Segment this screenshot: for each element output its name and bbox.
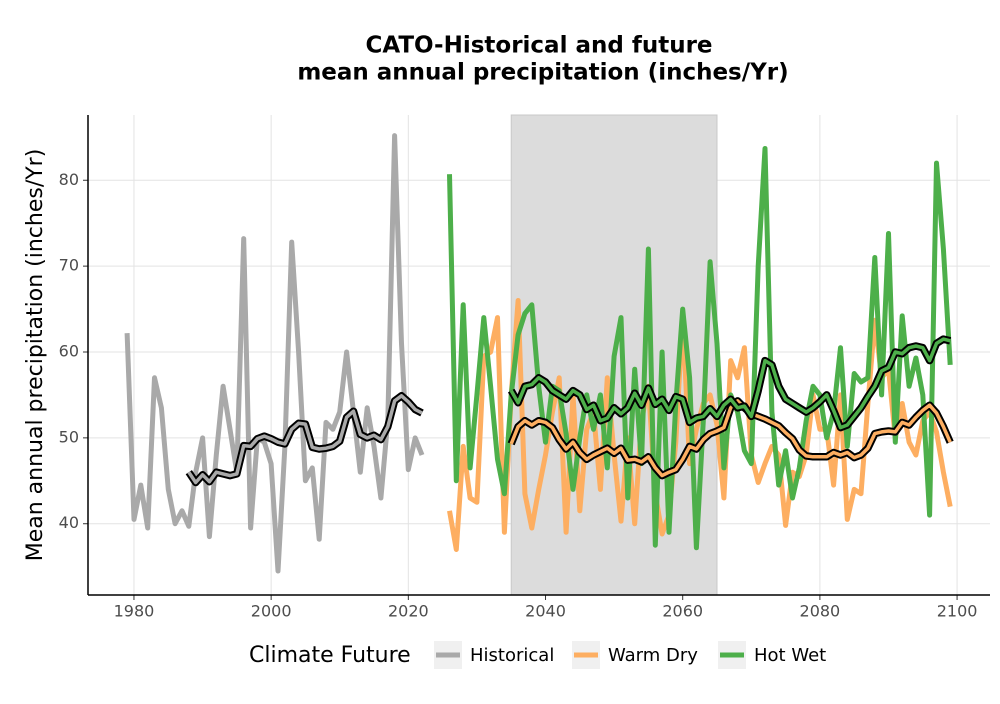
x-tick-label: 2020 [388,602,429,621]
legend-title: Climate Future [249,643,411,668]
x-tick-label: 2000 [251,602,292,621]
legend-label: Warm Dry [608,645,698,666]
legend-label: Hot Wet [754,645,826,666]
smooth-line [509,337,951,430]
series-line [124,133,425,574]
chart-title: CATO-Historical and future [365,33,712,59]
legend-label: Historical [470,645,554,666]
chart-title: mean annual precipitation (inches/Yr) [297,60,788,86]
x-tick-label: 2040 [525,602,566,621]
y-tick-label: 80 [59,170,79,189]
y-axis-label: Mean annual precipitation (inches/Yr) [23,149,48,562]
x-tick-label: 2080 [800,602,841,621]
y-tick-label: 60 [59,341,79,360]
smooth-line [187,394,423,485]
y-tick-label: 50 [59,427,79,446]
y-tick-label: 70 [59,256,79,275]
x-tick-label: 1980 [114,602,155,621]
y-tick-label: 40 [59,513,79,532]
x-tick-label: 2060 [662,602,703,621]
smooth-line [509,399,952,478]
x-tick-label: 2100 [937,602,978,621]
series-line [447,146,953,551]
